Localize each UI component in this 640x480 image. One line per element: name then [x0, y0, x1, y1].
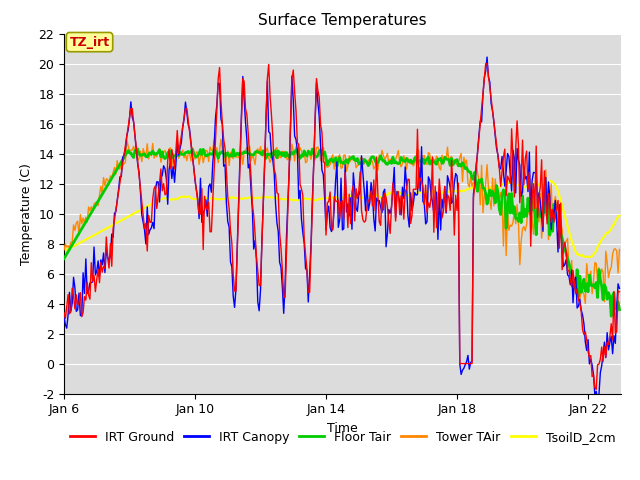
X-axis label: Time: Time [327, 422, 358, 435]
Text: TZ_irt: TZ_irt [70, 36, 109, 48]
Y-axis label: Temperature (C): Temperature (C) [20, 163, 33, 264]
Title: Surface Temperatures: Surface Temperatures [258, 13, 427, 28]
Legend: IRT Ground, IRT Canopy, Floor Tair, Tower TAir, TsoilD_2cm: IRT Ground, IRT Canopy, Floor Tair, Towe… [65, 426, 620, 448]
